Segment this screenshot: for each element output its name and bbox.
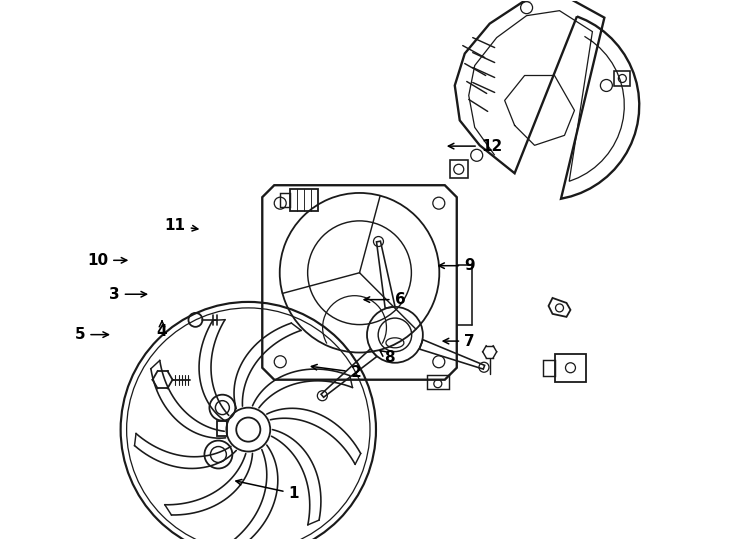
Text: 11: 11: [164, 218, 198, 233]
Bar: [614, 71, 631, 86]
Text: 3: 3: [109, 287, 147, 302]
Bar: [450, 160, 468, 178]
Text: 8: 8: [380, 350, 394, 364]
Text: 6: 6: [364, 292, 405, 307]
Bar: [427, 375, 448, 389]
Text: 9: 9: [439, 258, 475, 273]
Bar: [542, 360, 554, 376]
Text: 10: 10: [87, 253, 127, 268]
Bar: [217, 421, 228, 436]
Bar: [554, 354, 586, 382]
Bar: [280, 193, 290, 207]
Text: 1: 1: [236, 480, 299, 501]
Text: 2: 2: [311, 364, 361, 380]
Bar: [290, 189, 318, 211]
Text: 4: 4: [156, 321, 167, 340]
Text: 12: 12: [448, 139, 502, 153]
Text: 7: 7: [443, 334, 475, 349]
Text: 5: 5: [75, 327, 109, 342]
